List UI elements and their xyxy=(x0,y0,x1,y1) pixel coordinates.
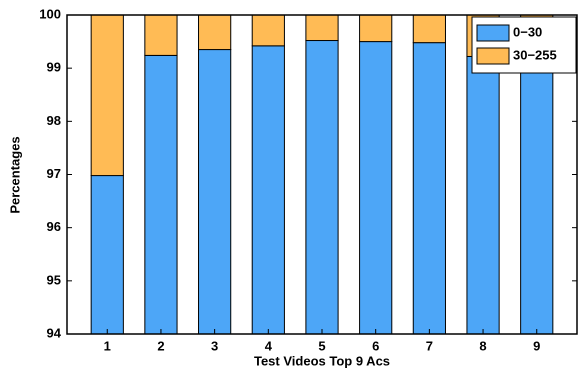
x-tick-label: 4 xyxy=(265,338,273,353)
legend-swatch xyxy=(476,47,510,65)
bar-segment xyxy=(359,41,393,334)
bar-segment xyxy=(412,15,446,44)
y-tick-label: 99 xyxy=(47,60,61,75)
x-tick-label: 8 xyxy=(479,338,486,353)
bar-segment xyxy=(305,15,339,42)
plot xyxy=(90,15,554,334)
y-tick-label: 95 xyxy=(47,272,61,287)
y-tick-label: 96 xyxy=(47,219,61,234)
legend-label: 30−255 xyxy=(513,47,557,62)
x-tick-label: 1 xyxy=(104,338,111,353)
y-tick-label: 94 xyxy=(47,325,62,340)
x-axis-label: Test Videos Top 9 Acs xyxy=(254,353,390,368)
y-tick-label: 97 xyxy=(47,166,61,181)
x-tick-label: 2 xyxy=(157,338,164,353)
bar-segment xyxy=(251,15,285,47)
bar-segment xyxy=(251,45,285,334)
bar-segment xyxy=(466,55,500,334)
bar-segment xyxy=(90,15,124,177)
bar-segment xyxy=(198,49,232,334)
bar-segment xyxy=(359,15,393,43)
x-tick-label: 3 xyxy=(211,338,218,353)
bar-segment xyxy=(144,15,178,56)
bar-segment xyxy=(520,71,554,334)
y-tick-label: 98 xyxy=(47,113,61,128)
y-axis-label: Percentages xyxy=(7,136,22,213)
y-tick-label: 100 xyxy=(39,6,61,21)
x-tick-label: 7 xyxy=(426,338,433,353)
legend-swatch xyxy=(476,24,510,42)
x-tick-label: 6 xyxy=(372,338,379,353)
legend-label: 0−30 xyxy=(513,24,542,39)
x-tick-label: 5 xyxy=(318,338,325,353)
bar-segment xyxy=(90,175,124,334)
bar-segment xyxy=(144,54,178,334)
x-tick-label: 9 xyxy=(533,338,540,353)
bar-segment xyxy=(305,40,339,334)
bar-segment xyxy=(412,42,446,334)
bar-segment xyxy=(198,15,232,51)
